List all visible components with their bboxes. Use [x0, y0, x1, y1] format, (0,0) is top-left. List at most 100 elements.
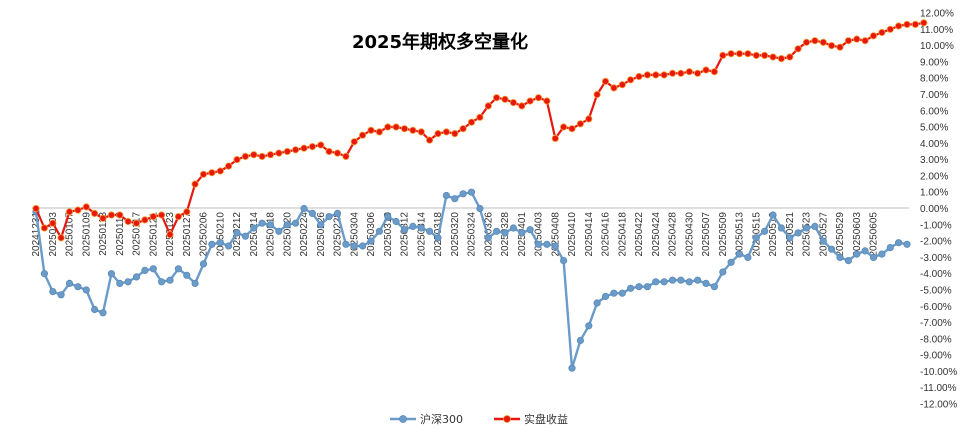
x-tick-label: 20250320	[450, 212, 461, 257]
data-point	[802, 38, 811, 46]
data-point	[99, 309, 107, 317]
data-point	[166, 276, 174, 284]
data-point	[216, 167, 224, 175]
y-tick-label: 8.00%	[920, 74, 948, 85]
data-point	[40, 270, 49, 278]
x-tick-label: 20250519	[768, 212, 779, 257]
x-tick-label: 20250304	[349, 212, 360, 257]
data-point	[777, 54, 786, 63]
data-point	[40, 224, 49, 232]
data-point	[853, 35, 861, 43]
x-tick-label: 20250515	[751, 212, 762, 257]
data-point	[425, 136, 434, 144]
data-point	[141, 266, 149, 274]
x-tick-label: 20250206	[199, 212, 210, 257]
data-point	[559, 123, 568, 131]
data-point	[685, 68, 693, 76]
data-point	[903, 20, 911, 28]
data-point	[492, 227, 501, 235]
data-point	[174, 265, 182, 273]
data-point	[894, 239, 903, 247]
data-point	[149, 265, 157, 273]
x-tick-label: 20250403	[534, 212, 545, 257]
y-tick-label: 9.00%	[920, 57, 948, 68]
data-point	[652, 71, 660, 79]
data-point	[869, 253, 878, 261]
y-tick-label: -7.00%	[920, 318, 952, 329]
data-point	[241, 152, 249, 160]
data-point	[677, 69, 685, 77]
data-point	[660, 71, 668, 79]
series-layer	[32, 19, 928, 372]
data-point	[91, 305, 99, 314]
legend: 沪深300 实盘收益	[390, 412, 568, 426]
data-point	[149, 213, 157, 221]
data-point	[786, 234, 794, 242]
y-tick-label: 2.00%	[920, 171, 948, 182]
y-tick-label: -6.00%	[920, 302, 952, 313]
y-tick-label: -5.00%	[920, 285, 952, 296]
data-point	[258, 219, 266, 227]
data-point	[208, 240, 216, 248]
data-point	[769, 211, 777, 219]
data-point	[719, 268, 727, 276]
data-point	[626, 284, 635, 292]
y-tick-label: -3.00%	[920, 253, 952, 264]
data-point	[853, 250, 861, 258]
data-point	[375, 227, 383, 235]
data-point	[451, 130, 459, 138]
x-tick-label: 20250422	[634, 212, 645, 257]
data-point	[869, 32, 878, 40]
data-point	[442, 128, 450, 136]
y-tick-label: 6.00%	[920, 106, 948, 117]
data-point	[417, 128, 425, 136]
data-point	[886, 244, 894, 252]
x-tick-label: 20250513	[735, 212, 746, 257]
data-point	[141, 216, 149, 224]
data-point	[283, 147, 291, 156]
data-point	[668, 69, 677, 77]
data-point	[568, 364, 576, 372]
data-point	[275, 149, 283, 157]
data-point	[132, 219, 141, 227]
data-point	[626, 76, 635, 84]
data-point	[752, 234, 760, 242]
data-point	[509, 99, 518, 107]
data-point	[509, 224, 518, 232]
data-point	[710, 283, 719, 291]
data-point	[518, 102, 526, 110]
data-point	[635, 283, 643, 291]
x-tick-label: 20250509	[718, 212, 729, 257]
data-point	[317, 141, 325, 149]
data-point	[451, 195, 459, 203]
data-point	[132, 273, 141, 281]
x-tick-label: 20250228	[333, 212, 344, 257]
data-point	[467, 188, 476, 196]
y-tick-label: -11.00%	[920, 383, 957, 394]
data-point	[559, 256, 568, 265]
data-point	[350, 138, 358, 146]
data-point	[291, 219, 300, 227]
data-point	[300, 204, 308, 213]
data-point	[593, 90, 601, 99]
data-point	[375, 128, 383, 136]
data-point	[107, 211, 116, 219]
data-point	[392, 217, 400, 226]
data-point	[601, 292, 610, 301]
x-tick-label: 20250507	[701, 212, 712, 257]
data-point	[585, 115, 593, 123]
data-point	[920, 19, 928, 27]
x-tick-label: 20250115	[115, 212, 126, 256]
data-point	[886, 25, 894, 33]
data-point	[350, 242, 358, 250]
data-point	[191, 180, 199, 188]
data-point	[325, 213, 333, 221]
data-point	[526, 226, 534, 234]
x-tick-label: 20250314	[416, 212, 427, 257]
x-tick-label: 20250418	[617, 212, 628, 257]
data-point	[266, 221, 275, 229]
legend-label: 沪深300	[420, 412, 463, 426]
data-point	[459, 190, 467, 198]
x-tick-label: 20250224	[299, 212, 310, 257]
